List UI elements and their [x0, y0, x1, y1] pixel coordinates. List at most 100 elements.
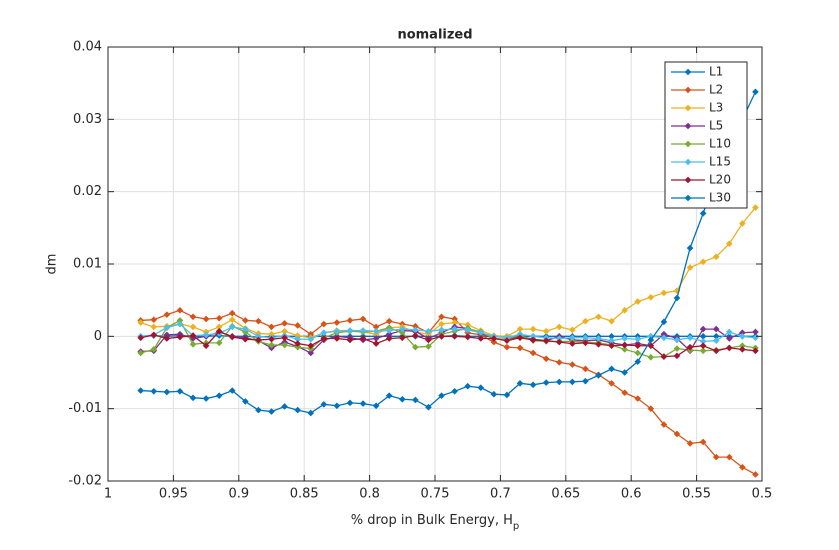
legend-label: L15 [709, 155, 731, 169]
data-point [752, 471, 759, 478]
data-point [307, 409, 315, 417]
legend-label: L10 [709, 137, 731, 151]
legend-marker [684, 158, 692, 166]
legend-label: L30 [709, 191, 731, 205]
legend-label: L3 [709, 101, 723, 115]
data-point [621, 389, 628, 397]
data-point [333, 319, 341, 326]
data-point [202, 331, 210, 339]
data-point [660, 318, 668, 326]
data-point [634, 335, 642, 343]
data-point [503, 343, 511, 351]
data-point [202, 395, 210, 402]
data-point [385, 392, 393, 399]
data-point [176, 320, 184, 328]
data-point [634, 342, 642, 350]
data-point [268, 323, 275, 331]
data-point [228, 316, 236, 324]
data-point [725, 453, 733, 461]
data-point [660, 353, 668, 360]
data-point [163, 311, 171, 318]
data-point [555, 338, 563, 346]
data-point [503, 337, 511, 344]
data-point [307, 349, 315, 357]
data-point [673, 336, 681, 344]
x-tick-label: 0.85 [290, 487, 319, 502]
data-point [503, 391, 511, 399]
data-point [242, 317, 249, 324]
data-point [438, 333, 445, 340]
data-point [516, 344, 524, 352]
data-point [307, 342, 315, 350]
x-tick-label: 1 [104, 487, 112, 502]
data-point [398, 334, 406, 342]
data-point [294, 340, 301, 347]
data-point [412, 396, 419, 404]
data-point [202, 315, 210, 323]
data-point [529, 349, 537, 357]
data-point [346, 336, 354, 344]
data-point [752, 347, 759, 355]
data-point [477, 384, 485, 391]
data-point [699, 438, 707, 446]
y-tick-label: 0.02 [73, 184, 102, 199]
y-tick-label: 0.04 [73, 40, 102, 55]
data-point [582, 339, 589, 347]
data-point [176, 306, 184, 314]
y-tick-label: 0.03 [73, 112, 102, 127]
data-point [189, 340, 197, 348]
data-point [660, 421, 668, 428]
data-point [739, 346, 746, 353]
x-tick-label: 0.8 [359, 487, 380, 502]
data-point [137, 349, 145, 357]
data-point [739, 463, 746, 471]
data-point [320, 335, 328, 342]
data-point [752, 204, 759, 211]
data-point [686, 440, 694, 447]
data-point [163, 324, 171, 331]
data-point [621, 346, 628, 353]
data-point [268, 408, 275, 415]
data-point [464, 326, 472, 334]
data-point [634, 395, 642, 402]
data-point [228, 333, 236, 341]
data-point [189, 313, 197, 321]
data-point [542, 327, 550, 335]
data-point [725, 335, 733, 342]
data-point [359, 400, 367, 407]
legend-marker [684, 122, 692, 130]
data-point [699, 342, 707, 350]
data-point [150, 387, 158, 395]
data-point [569, 340, 576, 347]
data-point [372, 340, 380, 347]
x-label-subscript: p [513, 521, 519, 532]
data-point [255, 406, 262, 414]
data-point [150, 323, 158, 331]
data-point [385, 335, 393, 342]
data-point [686, 244, 694, 252]
data-point [555, 323, 563, 331]
legend-marker [684, 140, 692, 148]
data-point [529, 336, 537, 344]
x-tick-label: 0.95 [159, 487, 188, 502]
series-line [140, 309, 756, 476]
data-point [634, 349, 642, 357]
data-point [163, 335, 171, 342]
data-point [542, 355, 550, 363]
data-point [712, 325, 720, 333]
data-point [150, 316, 158, 324]
data-point [647, 342, 655, 350]
data-point [255, 336, 262, 344]
data-point [189, 394, 197, 402]
data-point [359, 335, 367, 342]
data-point [268, 335, 275, 343]
data-point [555, 378, 563, 386]
data-point [621, 341, 628, 349]
x-axis-label: % drop in Bulk Energy, Hp [351, 513, 519, 533]
data-point [228, 323, 236, 331]
x-tick-label: 0.9 [228, 487, 249, 502]
data-point [281, 403, 288, 410]
data-point [686, 334, 694, 342]
data-point [281, 341, 288, 349]
